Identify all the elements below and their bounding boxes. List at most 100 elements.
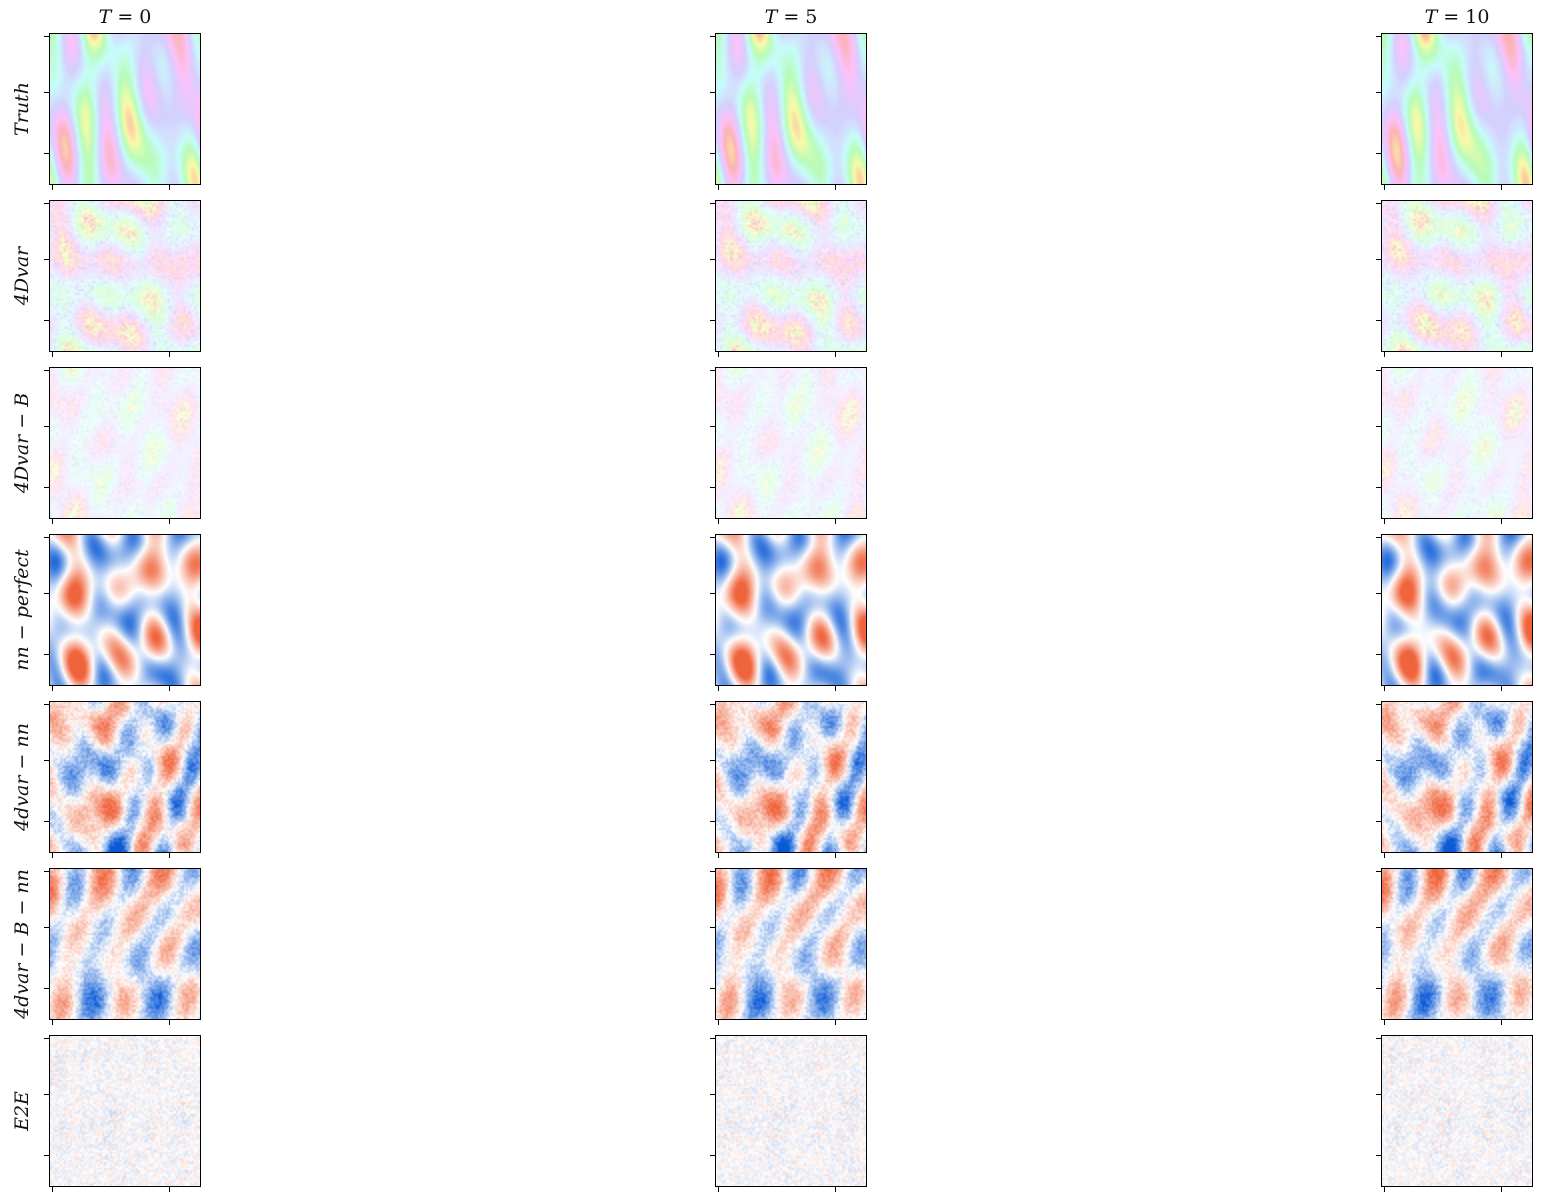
row-label-3: nn − perfect: [11, 549, 33, 671]
row-label-5: 4dvar − B − nn: [11, 869, 33, 1019]
x-tick: [835, 519, 836, 524]
x-tick: [1501, 686, 1502, 691]
y-tick: [1376, 92, 1381, 93]
column-title-2: T = 10: [1425, 6, 1490, 28]
heatmap-panel: [715, 200, 867, 352]
y-tick: [1376, 203, 1381, 204]
y-tick: [44, 654, 49, 655]
heatmap-image: [50, 702, 200, 852]
y-tick: [710, 153, 715, 154]
x-tick: [835, 853, 836, 858]
heatmap-panel: [715, 534, 867, 686]
y-tick: [710, 871, 715, 872]
y-tick: [710, 988, 715, 989]
y-tick: [710, 537, 715, 538]
y-tick: [1376, 988, 1381, 989]
y-tick: [44, 1094, 49, 1095]
x-tick: [52, 519, 53, 524]
heatmap-image: [716, 535, 866, 685]
y-tick: [1376, 259, 1381, 260]
x-tick: [1384, 519, 1385, 524]
x-tick: [169, 853, 170, 858]
y-tick: [44, 988, 49, 989]
x-tick: [1384, 686, 1385, 691]
heatmap-panel: [49, 367, 201, 519]
heatmap-panel: [715, 33, 867, 185]
column-title-var: T: [764, 6, 778, 28]
x-tick: [169, 1020, 170, 1025]
y-tick: [1376, 1094, 1381, 1095]
x-tick: [169, 185, 170, 190]
x-tick: [1501, 519, 1502, 524]
y-tick: [44, 320, 49, 321]
y-tick: [1376, 654, 1381, 655]
y-tick: [44, 92, 49, 93]
heatmap-image: [50, 535, 200, 685]
column-title-eq: =: [111, 6, 140, 28]
row-label-4: 4dvar − nn: [11, 723, 33, 831]
y-tick: [710, 821, 715, 822]
y-tick: [1376, 36, 1381, 37]
x-tick: [52, 686, 53, 691]
y-tick: [710, 760, 715, 761]
row-label-1: 4Dvar: [11, 246, 33, 306]
column-title-eq: =: [1437, 6, 1466, 28]
heatmap-image: [50, 368, 200, 518]
x-tick: [1501, 1187, 1502, 1192]
x-tick: [1384, 853, 1385, 858]
y-tick: [44, 760, 49, 761]
x-tick: [718, 1020, 719, 1025]
column-title-var: T: [1424, 6, 1438, 28]
heatmap-image: [716, 368, 866, 518]
heatmap-panel: [1381, 33, 1533, 185]
column-title-value: 5: [805, 6, 818, 28]
x-tick: [835, 686, 836, 691]
column-title-var: T: [98, 6, 112, 28]
y-tick: [44, 927, 49, 928]
heatmap-panel: [715, 367, 867, 519]
y-tick: [44, 593, 49, 594]
x-tick: [835, 352, 836, 357]
heatmap-image: [1382, 201, 1532, 351]
y-tick: [710, 370, 715, 371]
column-title-1: T = 5: [765, 6, 818, 28]
y-tick: [710, 36, 715, 37]
y-tick: [44, 426, 49, 427]
y-tick: [44, 259, 49, 260]
y-tick: [1376, 593, 1381, 594]
x-tick: [169, 1187, 170, 1192]
y-tick: [44, 871, 49, 872]
heatmap-image: [716, 34, 866, 184]
x-tick: [1501, 185, 1502, 190]
y-tick: [710, 203, 715, 204]
heatmap-panel: [1381, 367, 1533, 519]
heatmap-image: [50, 869, 200, 1019]
x-tick: [52, 185, 53, 190]
y-tick: [44, 537, 49, 538]
heatmap-image: [1382, 1036, 1532, 1186]
heatmap-panel: [1381, 1035, 1533, 1187]
y-tick: [44, 704, 49, 705]
y-tick: [44, 203, 49, 204]
y-tick: [1376, 320, 1381, 321]
y-tick: [1376, 871, 1381, 872]
y-tick: [44, 487, 49, 488]
y-tick: [710, 704, 715, 705]
x-tick: [718, 185, 719, 190]
heatmap-panel: [715, 701, 867, 853]
heatmap-image: [716, 702, 866, 852]
y-tick: [1376, 426, 1381, 427]
x-tick: [1501, 853, 1502, 858]
heatmap-image: [1382, 535, 1532, 685]
y-tick: [1376, 821, 1381, 822]
y-tick: [44, 153, 49, 154]
heatmap-image: [1382, 368, 1532, 518]
y-tick: [1376, 537, 1381, 538]
x-tick: [169, 519, 170, 524]
x-tick: [1384, 185, 1385, 190]
y-tick: [44, 1155, 49, 1156]
x-tick: [835, 1020, 836, 1025]
y-tick: [1376, 153, 1381, 154]
heatmap-panel: [49, 1035, 201, 1187]
